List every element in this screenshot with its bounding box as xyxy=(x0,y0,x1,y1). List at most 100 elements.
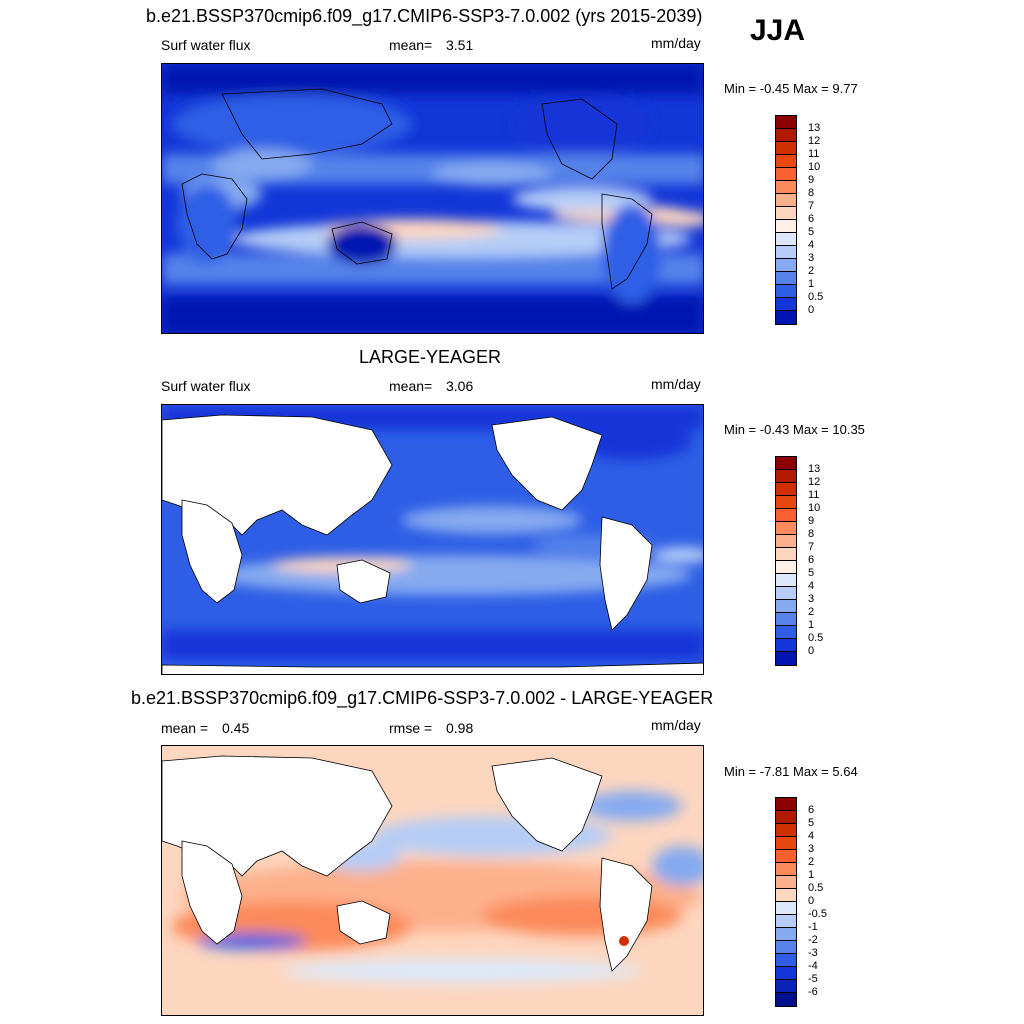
panel2-title: LARGE-YEAGER xyxy=(359,347,502,367)
colorbar-swatch xyxy=(776,876,796,889)
panel3-rmse-value: 0.98 xyxy=(446,720,474,736)
colorbar-swatch xyxy=(776,889,796,902)
colorbar-tick-label: 6 xyxy=(808,804,815,816)
colorbar-tick-label: -2 xyxy=(808,934,818,946)
panel1-mean-value: 3.51 xyxy=(446,37,474,53)
colorbar-tick-label: 6 xyxy=(808,213,815,225)
colorbar-tick-label: 0.5 xyxy=(808,632,824,644)
panel1-minmax: Min = -0.45 Max = 9.77 xyxy=(724,81,858,96)
colorbar-swatch xyxy=(776,311,796,324)
panel2-mean-label: mean= xyxy=(389,378,433,394)
panel3-hotspot xyxy=(619,936,629,946)
colorbar-tick-label: 10 xyxy=(808,161,821,173)
colorbar-tick-label: -0.5 xyxy=(808,908,827,920)
colorbar-tick-label: 12 xyxy=(808,135,821,147)
colorbar-swatch xyxy=(776,496,796,509)
panel1-mean-label: mean= xyxy=(389,37,433,53)
colorbar-swatch xyxy=(776,850,796,863)
colorbar-tick-label: 6 xyxy=(808,554,815,566)
colorbar-tick-label: 5 xyxy=(808,567,815,579)
colorbar-tick-label: 4 xyxy=(808,580,815,592)
colorbar-tick-label: 0.5 xyxy=(808,291,824,303)
panel2-land xyxy=(162,414,703,674)
colorbar-swatch xyxy=(776,954,796,967)
colorbar-tick-label: 9 xyxy=(808,174,815,186)
panel2-map-svg xyxy=(162,405,703,674)
colorbar-swatch xyxy=(776,142,796,155)
colorbar-swatch xyxy=(776,863,796,876)
panel3-land xyxy=(162,755,653,972)
colorbar-tick-label: 5 xyxy=(808,817,815,829)
colorbar-tick-label: -5 xyxy=(808,973,818,985)
colorbar-tick-label: 9 xyxy=(808,515,815,527)
panel2-variable-label: Surf water flux xyxy=(161,378,251,394)
panel3-map xyxy=(161,745,704,1016)
colorbar-tick-label: -4 xyxy=(808,960,818,972)
colorbar-swatch xyxy=(776,259,796,272)
panel1-variable-label: Surf water flux xyxy=(161,37,251,53)
colorbar-tick-label: 4 xyxy=(808,239,815,251)
colorbar-swatch xyxy=(776,207,796,220)
colorbar-tick-label: 13 xyxy=(808,122,821,134)
colorbar-swatch xyxy=(776,220,796,233)
panel3-rmse-label: rmse = xyxy=(389,720,433,736)
panel3-colorbar xyxy=(775,797,797,1007)
colorbar-swatch xyxy=(776,967,796,980)
colorbar-tick-label: 3 xyxy=(808,252,815,264)
colorbar-tick-label: 0.5 xyxy=(808,882,824,894)
colorbar-swatch xyxy=(776,626,796,639)
colorbar-swatch xyxy=(776,548,796,561)
panel2-colorbar xyxy=(775,456,797,666)
colorbar-tick-label: 4 xyxy=(808,830,815,842)
colorbar-swatch xyxy=(776,928,796,941)
colorbar-tick-label: 7 xyxy=(808,541,815,553)
colorbar-swatch xyxy=(776,129,796,142)
colorbar-swatch xyxy=(776,980,796,993)
season-label: JJA xyxy=(750,14,806,47)
colorbar-swatch xyxy=(776,155,796,168)
panel2-mean-value: 3.06 xyxy=(446,378,474,394)
colorbar-tick-label: 0 xyxy=(808,645,815,657)
colorbar-tick-label: 12 xyxy=(808,476,821,488)
colorbar-swatch xyxy=(776,993,796,1006)
colorbar-swatch xyxy=(776,194,796,207)
colorbar-swatch xyxy=(776,561,796,574)
panel1-colorbar xyxy=(775,115,797,325)
panel3-mean-label: mean = xyxy=(161,720,209,736)
colorbar-swatch xyxy=(776,509,796,522)
panel1-units: mm/day xyxy=(651,35,701,51)
colorbar-tick-label: 0 xyxy=(808,304,815,316)
colorbar-swatch xyxy=(776,639,796,652)
colorbar-tick-label: 7 xyxy=(808,200,815,212)
panel3-units: mm/day xyxy=(651,717,701,733)
colorbar-tick-label: 13 xyxy=(808,463,821,475)
colorbar-swatch xyxy=(776,587,796,600)
panel3-map-svg xyxy=(162,746,703,1015)
colorbar-swatch xyxy=(776,457,796,470)
panel2-map xyxy=(161,404,704,675)
colorbar-swatch xyxy=(776,798,796,811)
panel3-minmax: Min = -7.81 Max = 5.64 xyxy=(724,764,858,779)
colorbar-tick-label: 1 xyxy=(808,619,815,631)
colorbar-swatch xyxy=(776,574,796,587)
colorbar-swatch xyxy=(776,811,796,824)
colorbar-swatch xyxy=(776,915,796,928)
colorbar-swatch xyxy=(776,837,796,850)
colorbar-tick-label: 2 xyxy=(808,265,815,277)
colorbar-swatch xyxy=(776,652,796,665)
colorbar-tick-label: 11 xyxy=(808,489,820,501)
colorbar-tick-label: 10 xyxy=(808,502,821,514)
colorbar-swatch xyxy=(776,233,796,246)
colorbar-swatch xyxy=(776,470,796,483)
panel3-title: b.e21.BSSP370cmip6.f09_g17.CMIP6-SSP3-7.… xyxy=(131,688,714,708)
colorbar-swatch xyxy=(776,168,796,181)
colorbar-tick-label: -3 xyxy=(808,947,818,959)
colorbar-swatch xyxy=(776,298,796,311)
panel2-units: mm/day xyxy=(651,376,701,392)
colorbar-tick-label: 0 xyxy=(808,895,815,907)
colorbar-swatch xyxy=(776,483,796,496)
colorbar-tick-label: 8 xyxy=(808,528,815,540)
colorbar-swatch xyxy=(776,600,796,613)
colorbar-tick-label: 2 xyxy=(808,606,815,618)
panel1-coastlines xyxy=(181,88,653,290)
